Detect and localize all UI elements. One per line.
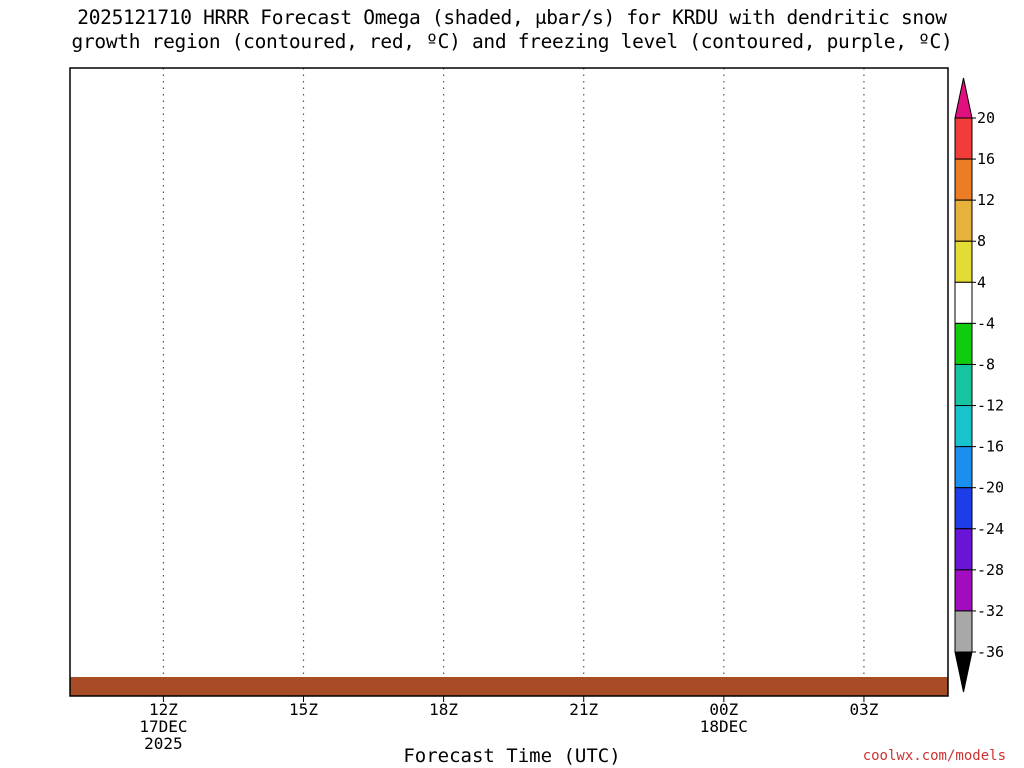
colorbar-label: 20: [977, 109, 995, 127]
colorbar-label: -24: [977, 520, 1004, 538]
chart-title: 2025121710 HRRR Forecast Omega (shaded, …: [0, 6, 1024, 54]
colorbar-label: -16: [977, 438, 1004, 456]
x-tick-year: 2025: [144, 734, 183, 753]
colorbar-segment: [954, 199, 973, 242]
colorbar-label: -4: [977, 314, 995, 332]
colorbar-segment: [954, 322, 973, 365]
colorbar-segment: [954, 281, 973, 324]
title-line-1: 2025121710 HRRR Forecast Omega (shaded, …: [77, 6, 947, 29]
axis-layer: 2503003504004505005506006507007508008509…: [139, 696, 879, 753]
plot-frame: [69, 67, 949, 697]
colorbar-label: -28: [977, 561, 1004, 579]
colorbar-top-arrow: [954, 77, 973, 119]
colorbar-label: 12: [977, 191, 995, 209]
x-tick-label: 18Z: [429, 700, 458, 719]
colorbar-label: -32: [977, 602, 1004, 620]
colorbar-label: 16: [977, 150, 995, 168]
credit-text: coolwx.com/models: [862, 748, 1006, 764]
colorbar-segment: [954, 117, 973, 160]
x-tick-label: 03Z: [849, 700, 878, 719]
title-line-2: growth region (contoured, red, ºC) and f…: [71, 30, 953, 53]
colorbar-segment: [954, 487, 973, 530]
colorbar-label: -20: [977, 479, 1004, 497]
colorbar-label: -8: [977, 355, 995, 373]
colorbar-segment: [954, 610, 973, 653]
terrain-surface: [70, 677, 948, 696]
colorbar-segment: [954, 363, 973, 407]
colorbar-segment: [954, 569, 973, 612]
colorbar-label: 4: [977, 273, 986, 291]
colorbar-label: -12: [977, 397, 1004, 415]
colorbar-segment: [954, 240, 973, 283]
x-tick-date: 17DEC: [139, 717, 187, 736]
x-tick-date: 18DEC: [700, 717, 748, 736]
grid-layer: [162, 68, 865, 696]
colorbar-segment: [954, 528, 973, 571]
colorbar-segment: [954, 446, 973, 489]
colorbar-label: 8: [977, 232, 986, 250]
colorbar-label: -36: [977, 643, 1004, 661]
x-tick-label: 21Z: [569, 700, 598, 719]
plot-background: [70, 68, 948, 696]
x-axis-label: Forecast Time (UTC): [403, 745, 621, 767]
x-tick-label: 15Z: [289, 700, 318, 719]
colorbar-segment: [954, 158, 973, 201]
colorbar-bottom-arrow: [954, 651, 973, 693]
x-tick-label: 12Z: [149, 700, 178, 719]
colorbar: 20 16 12 8 4 -4 -8 -12 -16 -20 -24 -28 -32 -36: [954, 77, 1004, 693]
colorbar-segment: [954, 405, 973, 448]
x-tick-label: 00Z: [709, 700, 738, 719]
